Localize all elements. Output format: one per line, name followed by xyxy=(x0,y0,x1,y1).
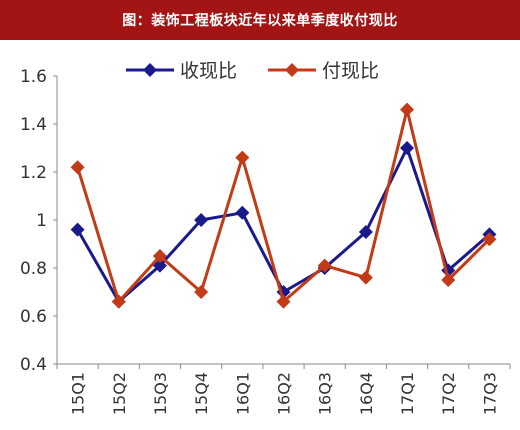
data-point xyxy=(194,213,209,227)
x-tick-label: 15Q4 xyxy=(192,372,211,415)
y-tick-label: 1.2 xyxy=(20,163,47,183)
x-tick-label: 17Q3 xyxy=(480,372,499,415)
data-point xyxy=(276,294,291,309)
legend-label: 收现比 xyxy=(180,60,237,82)
data-point xyxy=(70,222,85,237)
data-point xyxy=(482,232,497,247)
x-tick-label: 16Q1 xyxy=(233,372,252,415)
legend-item: 付现比 xyxy=(268,60,379,82)
data-point xyxy=(235,205,250,220)
data-point xyxy=(194,285,209,299)
x-tick-label: 17Q1 xyxy=(398,372,417,415)
chart-title-banner: 图：装饰工程板块近年以来单季度收付现比 xyxy=(0,0,520,40)
series-2 xyxy=(70,102,497,309)
x-tick-label: 15Q1 xyxy=(69,372,88,415)
data-point xyxy=(152,249,167,263)
y-tick-label: 1 xyxy=(36,211,47,231)
x-tick-label: 15Q2 xyxy=(110,372,129,415)
line-chart: 0.4 0.6 0.8 1 1.2 1.4 1.6 15Q1 15Q2 15Q3 15Q4 16Q1 1… xyxy=(20,60,511,415)
y-tick-label: 1.4 xyxy=(20,115,47,135)
y-tick-label: 1.6 xyxy=(20,67,47,87)
data-point xyxy=(111,294,126,309)
data-point xyxy=(358,225,373,239)
legend-swatch-marker xyxy=(143,63,157,77)
x-tick-label: 15Q3 xyxy=(151,372,170,415)
data-point xyxy=(400,102,415,117)
chart-series xyxy=(70,102,497,309)
chart-legend: 收现比 付现比 xyxy=(126,60,379,82)
x-tick-label: 16Q4 xyxy=(357,372,376,415)
chart-title: 图：装饰工程板块近年以来单季度收付现比 xyxy=(122,13,398,29)
y-tick-label: 0.4 xyxy=(20,355,47,375)
x-tick-label: 16Q2 xyxy=(275,372,294,415)
data-point xyxy=(235,150,250,165)
x-tick-label: 17Q2 xyxy=(439,372,458,415)
legend-swatch-marker xyxy=(285,63,299,77)
y-tick-label: 0.8 xyxy=(20,259,47,279)
data-point xyxy=(400,141,415,155)
y-tick-label: 0.6 xyxy=(20,307,47,327)
chart-axes: 0.4 0.6 0.8 1 1.2 1.4 1.6 15Q1 15Q2 15Q3 15Q4 16Q1 1… xyxy=(20,67,511,415)
legend-label: 付现比 xyxy=(322,60,379,82)
data-point xyxy=(317,258,332,273)
legend-item: 收现比 xyxy=(126,60,237,82)
data-point xyxy=(70,160,85,175)
data-point xyxy=(358,270,373,285)
data-point xyxy=(441,273,456,287)
x-tick-label: 16Q3 xyxy=(316,372,335,415)
